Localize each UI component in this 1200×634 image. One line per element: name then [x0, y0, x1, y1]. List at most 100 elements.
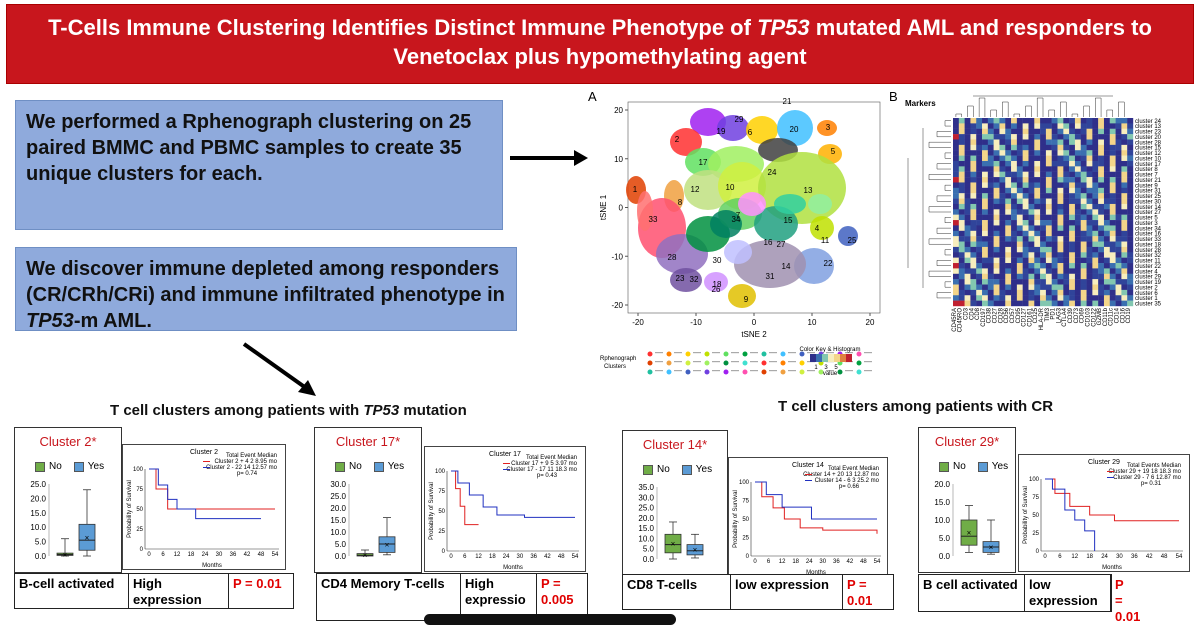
km-pvalue: p= 0.66 — [839, 484, 860, 490]
heatmap-cell — [1063, 118, 1070, 124]
heatmap-cell — [1069, 220, 1076, 226]
heatmap-cell — [964, 139, 971, 146]
heatmap-cell — [1040, 128, 1047, 135]
heatmap-cell — [982, 198, 989, 205]
heatmap-cell — [958, 284, 965, 291]
tsne-cluster-blob — [754, 206, 798, 242]
heatmap-cell — [1109, 118, 1116, 124]
heatmap-cell — [1115, 203, 1122, 210]
km-xtick: 12 — [475, 554, 482, 560]
heatmap-cell — [953, 241, 960, 248]
heatmap-cell — [1011, 300, 1018, 307]
heading-tp53-post: mutation — [399, 402, 467, 419]
heatmap-cell — [964, 160, 971, 167]
heatmap-cell — [982, 241, 989, 248]
heatmap-cell — [1109, 225, 1116, 231]
heatmap-cell — [1127, 241, 1134, 248]
heatmap-cell — [1115, 160, 1122, 167]
heatmap-cell — [1040, 263, 1047, 269]
dendro-branch — [928, 270, 951, 277]
heatmap-cell — [1092, 284, 1099, 291]
legend-swatch-label — [826, 370, 834, 372]
heatmap-cell — [958, 220, 965, 226]
km-xtick: 18 — [792, 559, 799, 565]
heatmap-cell — [1005, 246, 1012, 253]
boxplot-ytick: 0.0 — [939, 552, 951, 561]
heatmap-cell — [993, 160, 1000, 167]
box-yes-body — [78, 523, 96, 551]
heatmap-cell — [1028, 289, 1035, 296]
heatmap-cell — [1092, 273, 1099, 280]
heatmap-cell — [1016, 209, 1023, 215]
heatmap-cell — [1121, 209, 1128, 215]
cluster-card-title: Cluster 14* — [642, 437, 708, 452]
horizontal-scrollbar[interactable] — [424, 614, 676, 625]
heatmap-cell — [964, 225, 971, 231]
heatmap-cell — [976, 284, 983, 291]
heatmap-col-label: CD11b — [1103, 307, 1109, 326]
cluster-info-box: B cell activated low expression P = 0.01 — [918, 574, 1140, 624]
heatmap-cell — [1115, 295, 1122, 301]
box-no-mean-mark: × — [363, 551, 368, 560]
heatmap-cell — [1028, 279, 1035, 285]
heatmap-cell — [1028, 128, 1035, 135]
callout-phenotype-italic: TP53 — [26, 310, 74, 332]
heatmap-cell — [1022, 144, 1029, 151]
heatmap-cell — [1011, 155, 1018, 162]
heatmap-cell — [1051, 177, 1058, 183]
km-ylabel: Probability of Survival — [1023, 486, 1029, 544]
heatmap-cell — [1069, 128, 1076, 135]
heatmap-cell — [993, 214, 1000, 221]
tsne-cluster-blob — [817, 120, 837, 136]
heatmap-cell — [993, 263, 1000, 269]
heatmap-cell — [1074, 203, 1081, 210]
heatmap-cell — [1057, 300, 1064, 307]
km-title: Cluster 29 — [1088, 459, 1120, 466]
heatmap-cell — [1069, 295, 1076, 301]
heatmap-cell — [1057, 246, 1064, 253]
heatmap-cell — [982, 225, 989, 231]
heatmap-cell — [1040, 289, 1047, 296]
heatmap-col-label: PD1 — [1051, 307, 1057, 319]
heatmap-cell — [1092, 295, 1099, 301]
heatmap-cell — [1057, 273, 1064, 280]
heatmap-cell — [953, 177, 960, 183]
heatmap-cell — [1074, 268, 1081, 274]
km-ytick: 100 — [133, 467, 144, 473]
heatmap-cell — [1022, 171, 1029, 178]
heatmap-row-label: cluster 28 — [1135, 140, 1162, 146]
heatmap-cell — [976, 123, 983, 129]
heatmap-cell — [1057, 289, 1064, 296]
heatmap-cell — [1069, 203, 1076, 210]
tsne-cluster-label: 2 — [675, 135, 680, 144]
tsne-cluster-blob — [774, 194, 806, 214]
heatmap-cell — [958, 150, 965, 156]
legend-swatch-label — [769, 361, 777, 363]
heatmap-cell — [1011, 230, 1018, 237]
heatmap-cell — [1086, 150, 1093, 156]
dendro-branch — [936, 227, 951, 234]
km-ytick: 0 — [140, 547, 144, 553]
heatmap-row-label: cluster 29 — [1135, 275, 1162, 281]
heatmap-cell — [1040, 268, 1047, 274]
km-legend-header: Total Event Median — [526, 455, 577, 461]
km-xtick: 0 — [1043, 554, 1047, 560]
heatmap-cell — [1057, 257, 1064, 264]
heatmap-cell — [1040, 155, 1047, 162]
heatmap-cell — [1040, 150, 1047, 156]
heatmap-cell — [1022, 252, 1029, 258]
boxplot-legend: No Yes — [643, 464, 712, 475]
km-pvalue: p= 0.43 — [537, 473, 558, 479]
heatmap-cell — [1086, 177, 1093, 183]
heatmap-cell — [1121, 225, 1128, 231]
heatmap-cell — [987, 220, 994, 226]
heatmap-cell — [993, 118, 1000, 124]
heatmap-cell — [1074, 241, 1081, 248]
heatmap-cell — [1005, 289, 1012, 296]
boxplot-ytick: 15.0 — [638, 524, 654, 533]
heatmap-cell — [1022, 268, 1029, 274]
heatmap-cell — [958, 144, 965, 151]
km-xtick: 42 — [244, 552, 251, 558]
heatmap-cell — [1074, 155, 1081, 162]
